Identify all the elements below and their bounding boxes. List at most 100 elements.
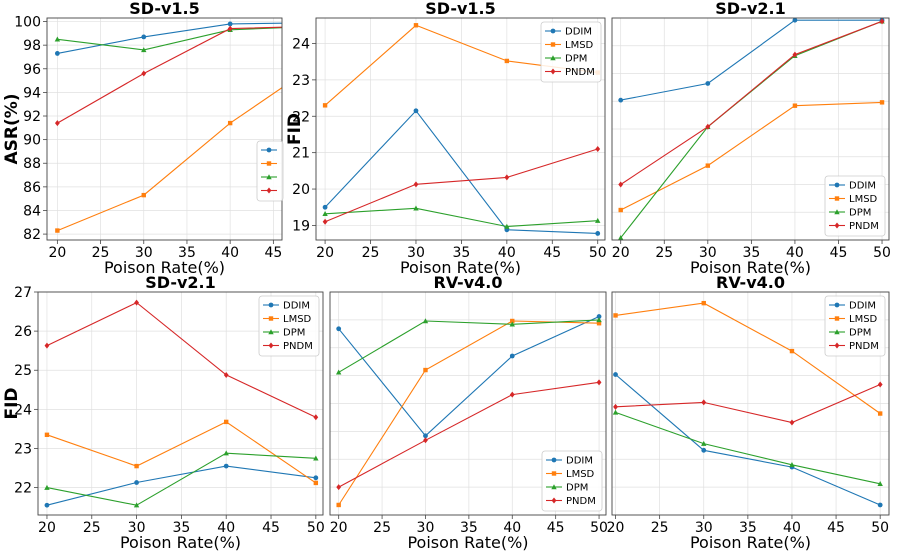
data-point-lmsd: [504, 58, 510, 64]
data-point-lmsd: [227, 120, 233, 126]
legend: DDIM LMSD DPM PNDM: [540, 21, 602, 83]
data-point-dpm: [54, 36, 61, 42]
data-point-ddim: [134, 480, 139, 485]
grid: 20 25 30 35 40 45 50: [330, 292, 608, 536]
y-tick-label: 98: [23, 38, 41, 54]
y-tick-label: 19: [292, 218, 310, 234]
data-point-ddim: [792, 18, 798, 23]
data-point-ddim: [314, 20, 319, 25]
data-point-pndm: [223, 371, 229, 378]
legend-marker-ddim: [551, 457, 557, 463]
data-point-pndm: [322, 218, 328, 225]
x-axis-label: Poison Rate(%): [407, 533, 528, 552]
legend-label-ddim: DDIM: [566, 456, 593, 467]
y-tick-label: 94: [23, 85, 41, 101]
x-tick-label: 20: [607, 520, 625, 536]
legend-label-lmsd: LMSD: [283, 314, 312, 325]
x-tick-label: 30: [695, 520, 713, 536]
data-point-ddim: [336, 326, 342, 332]
series-line-dpm: [615, 411, 881, 485]
x-tick-label: 45: [543, 245, 561, 261]
y-tick-label: 27: [14, 285, 32, 301]
legend-label-pndm: PNDM: [566, 496, 596, 507]
legend: [256, 140, 284, 202]
x-tick-label: 20: [612, 245, 630, 261]
data-point-ddim: [423, 433, 428, 439]
series-group: [44, 299, 319, 508]
legend-label-dpm: DPM: [849, 328, 871, 339]
data-point-ddim: [509, 353, 515, 359]
data-point-dpm: [789, 462, 795, 468]
legend-label-pndm: PNDM: [565, 67, 595, 78]
legend-marker-dpm: [551, 484, 557, 490]
series-group: [54, 20, 319, 233]
data-point-pndm: [504, 174, 510, 181]
x-tick-label: 20: [316, 245, 334, 261]
legend-marker-dpm: [266, 174, 272, 180]
x-tick-label: 40: [217, 520, 235, 536]
series-line-pndm: [46, 301, 317, 418]
x-tick-label: 25: [373, 520, 391, 536]
legend-marker-ddim: [834, 302, 840, 308]
grid: 20 25 30 35 40 45 50: [612, 18, 891, 261]
data-point-dpm: [509, 321, 515, 327]
data-point-dpm: [596, 317, 602, 323]
x-tick-label: 30: [128, 520, 146, 536]
plot-frame: [46, 17, 283, 241]
data-point-ddim: [595, 231, 601, 236]
y-tick-label: 90: [23, 133, 41, 149]
legend-box: [256, 140, 284, 202]
x-tick-label: 20: [48, 245, 66, 261]
y-tick-label: 26: [14, 324, 32, 340]
data-point-lmsd: [879, 100, 885, 105]
legend-label-dpm: DPM: [849, 208, 871, 219]
data-point-dpm: [618, 234, 624, 240]
legend-marker-pndm: [266, 187, 272, 194]
data-point-dpm: [133, 502, 140, 508]
legend-marker-dpm: [834, 329, 840, 335]
data-point-pndm: [509, 391, 515, 398]
y-tick-label: 25: [14, 363, 32, 379]
legend-marker-dpm: [268, 329, 274, 335]
data-point-pndm: [595, 146, 601, 153]
data-point-pndm: [44, 342, 50, 349]
data-point-dpm: [223, 450, 229, 456]
legend-marker-ddim: [266, 147, 272, 153]
series-line-ddim: [324, 109, 598, 234]
data-point-dpm: [314, 23, 319, 28]
series-group: [612, 300, 883, 508]
data-point-lmsd: [134, 463, 139, 469]
panel-1: 20 25 30 35 40 45 82 84 86 88 90 92 94 96 98 100 SD-v1.5…: [2, 0, 319, 277]
data-point-dpm: [322, 210, 328, 216]
series-line-pndm: [615, 383, 881, 424]
data-point-pndm: [134, 299, 139, 306]
y-tick-label: 96: [23, 62, 41, 78]
x-tick-label: 35: [739, 520, 757, 536]
legend-marker-dpm: [834, 209, 840, 215]
series-line-pndm: [324, 148, 598, 223]
y-tick-label: 92: [23, 109, 41, 125]
legend-marker-pndm: [551, 497, 557, 504]
data-point-dpm: [612, 409, 619, 415]
data-point-lmsd: [789, 348, 795, 354]
x-tick-label: 45: [547, 520, 565, 536]
data-point-lmsd: [314, 62, 318, 66]
legend-marker-lmsd: [268, 316, 274, 321]
y-tick-label: 23: [292, 73, 310, 89]
legend-marker-lmsd: [550, 42, 556, 47]
x-tick-label: 30: [699, 245, 717, 261]
series-line-dpm: [338, 319, 600, 373]
data-point-lmsd: [322, 103, 328, 108]
plot-frame: [611, 17, 890, 241]
y-tick-label: 88: [23, 156, 41, 172]
data-point-ddim: [44, 502, 50, 508]
legend-marker-lmsd: [834, 316, 840, 321]
x-tick-label: 30: [135, 245, 153, 261]
x-tick-label: 20: [38, 520, 56, 536]
legend: DDIM LMSD DPM PNDM: [824, 175, 886, 237]
x-axis-label: Poison Rate(%): [690, 533, 811, 552]
legend-label-lmsd: LMSD: [566, 469, 595, 480]
series-line-lmsd: [620, 101, 883, 211]
x-tick-label: 40: [783, 520, 801, 536]
legend-label-ddim: DDIM: [849, 181, 876, 192]
